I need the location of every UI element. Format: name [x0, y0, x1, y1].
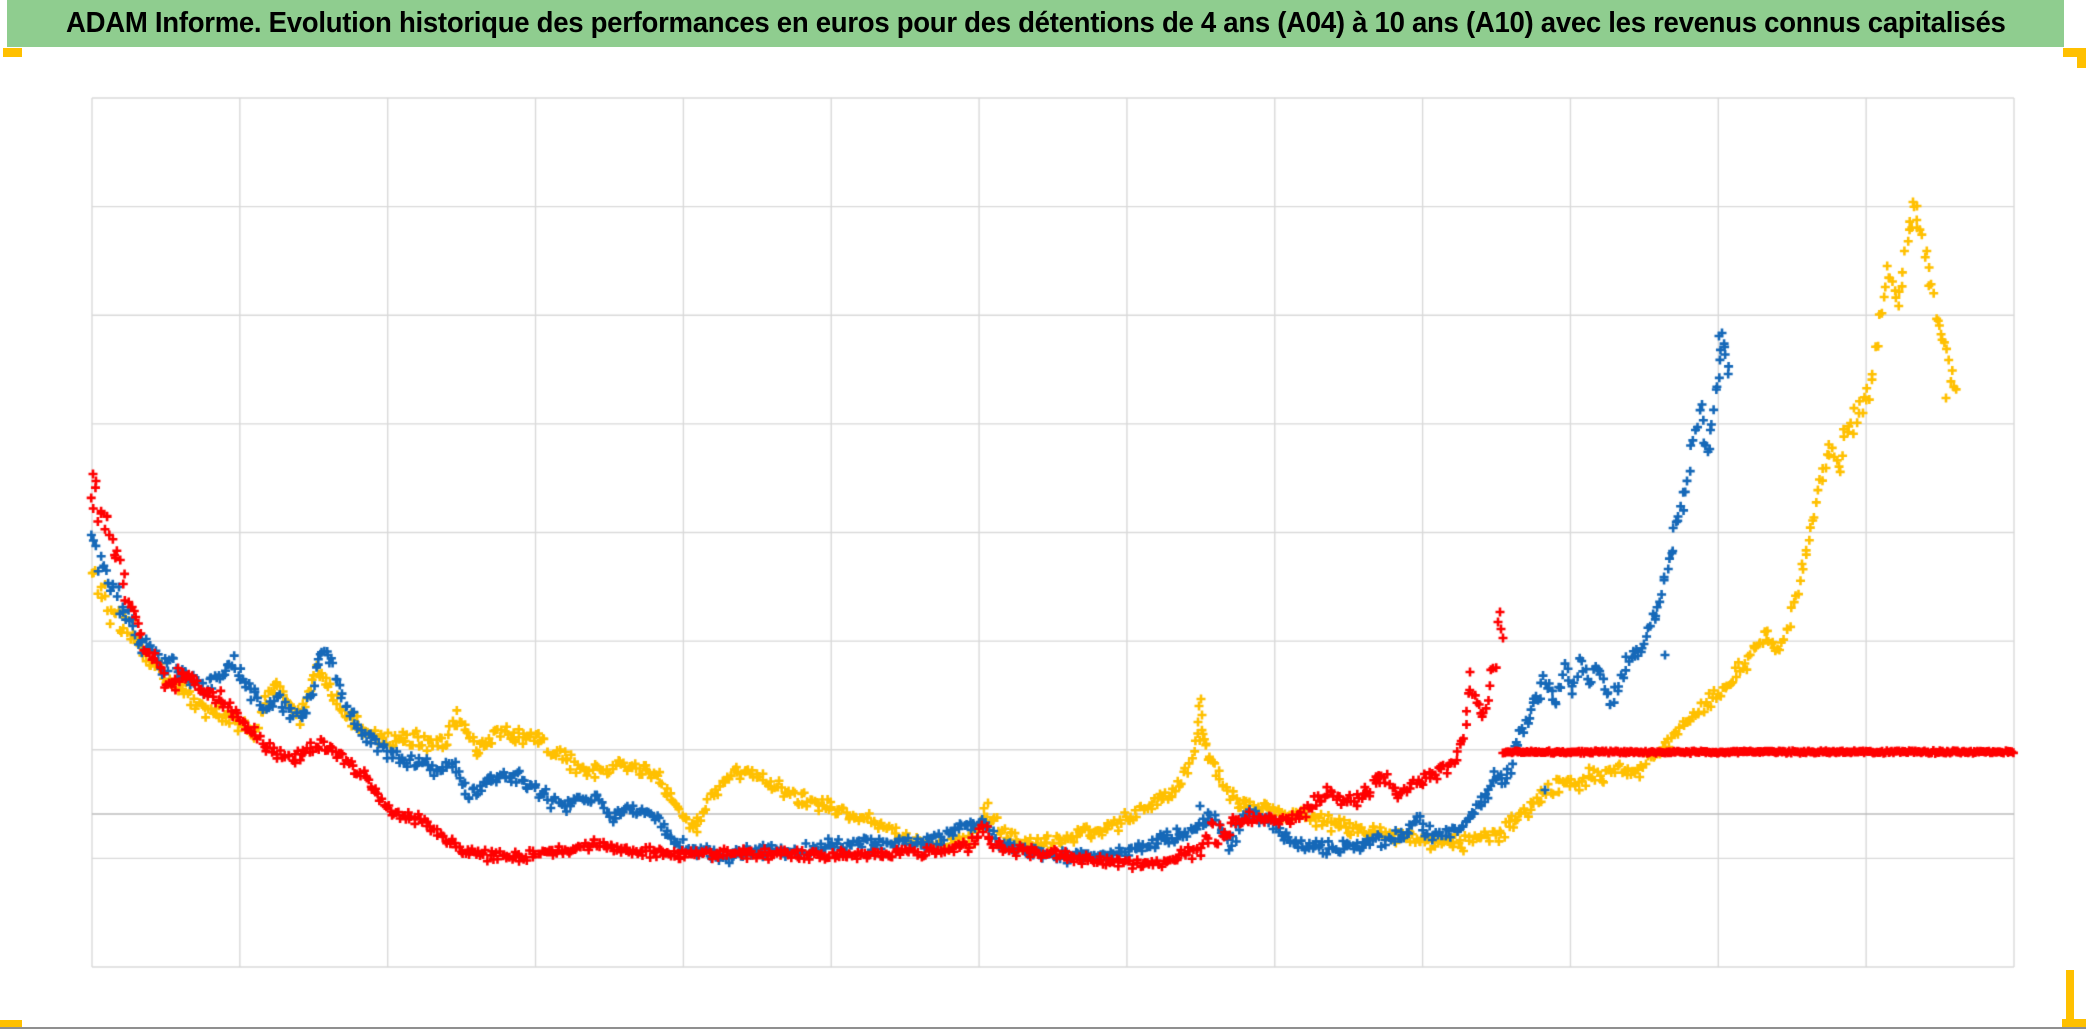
print-area-corner-mark-top-right-vertical	[2077, 48, 2086, 68]
title-bar: ADAM Informe. Evolution historique des p…	[7, 0, 2064, 47]
print-area-corner-mark-bottom-left	[0, 1020, 22, 1029]
print-area-corner-mark-top-left	[3, 48, 22, 57]
print-area-corner-mark-bottom-right-horizontal	[2062, 1019, 2086, 1028]
bottom-rule	[0, 1027, 2086, 1029]
print-area-corner-mark-bottom-right-vertical	[2066, 970, 2074, 1028]
print-area-corner-mark-top-right-horizontal	[2063, 48, 2086, 57]
page-title: ADAM Informe. Evolution historique des p…	[65, 7, 2006, 39]
